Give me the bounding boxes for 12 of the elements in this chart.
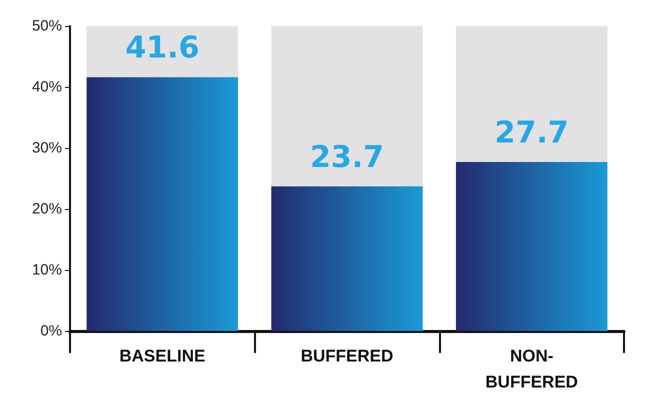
data-label: 41.6 xyxy=(125,30,200,66)
y-tick-label: 0% xyxy=(40,322,62,340)
x-tick-label: NON-BUFFERED xyxy=(485,346,578,392)
data-label: 27.7 xyxy=(494,116,569,151)
y-tick-label: 10% xyxy=(32,262,62,278)
y-tick-label: 50% xyxy=(32,18,62,34)
y-tick-label: 30% xyxy=(32,140,62,156)
data-label: 23.7 xyxy=(310,140,384,175)
x-tick-label: BASELINE xyxy=(119,346,206,366)
y-tick-label: 40% xyxy=(32,78,62,96)
y-tick-label: 20% xyxy=(32,200,62,218)
x-tick-label: BUFFERED xyxy=(300,346,394,366)
